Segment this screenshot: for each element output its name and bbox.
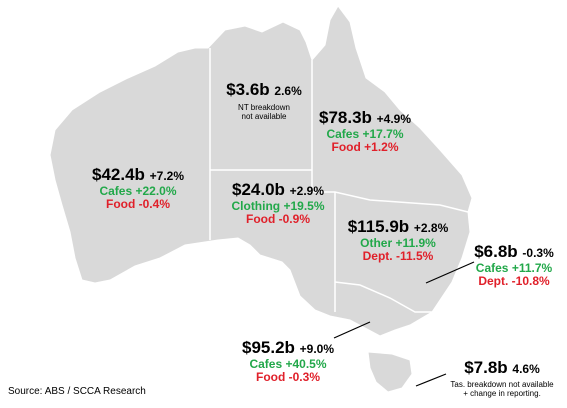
qld-total: $78.3b bbox=[318, 108, 372, 127]
nt-total: $3.6b bbox=[226, 80, 270, 99]
tas-change: 4.6% bbox=[512, 362, 540, 376]
vic-total-row: $95.2b +9.0% bbox=[230, 338, 346, 358]
qld-change: +4.9% bbox=[376, 112, 412, 126]
wa-total: $42.4b bbox=[91, 165, 145, 184]
region-label-nsw: $115.9b +2.8% Other +11.9% Dept. -11.5% bbox=[338, 217, 458, 264]
region-label-act: $6.8b -0.3% Cafes +11.7% Dept. -10.8% bbox=[466, 242, 562, 289]
tas-note-1: Tas. breakdown not available bbox=[450, 379, 554, 389]
region-label-wa: $42.4b +7.2% Cafes +22.0% Food -0.4% bbox=[78, 165, 198, 212]
wa-total-row: $42.4b +7.2% bbox=[78, 165, 198, 185]
region-label-vic: $95.2b +9.0% Cafes +40.5% Food -0.3% bbox=[230, 338, 346, 385]
wa-line-2: Food -0.4% bbox=[105, 197, 170, 212]
act-line-2: Dept. -10.8% bbox=[478, 274, 550, 289]
vic-change: +9.0% bbox=[299, 342, 335, 356]
act-line-1: Cafes +11.7% bbox=[475, 260, 553, 275]
region-label-tas: $7.8b 4.6% Tas. breakdown not available … bbox=[443, 358, 561, 399]
source-note: Source: ABS / SCCA Research bbox=[8, 386, 146, 397]
region-label-sa: $24.0b +2.9% Clothing +19.5% Food -0.9% bbox=[215, 180, 341, 227]
act-change: -0.3% bbox=[522, 246, 554, 260]
leader-tas bbox=[415, 373, 447, 387]
qld-total-row: $78.3b +4.9% bbox=[305, 108, 425, 128]
qld-line-2: Food +1.2% bbox=[331, 140, 399, 155]
sa-line-1: Clothing +19.5% bbox=[231, 198, 325, 213]
wa-line-1: Cafes +22.0% bbox=[99, 183, 177, 198]
nt-change: 2.6% bbox=[274, 84, 302, 98]
border-nsw-vic bbox=[334, 281, 432, 313]
nsw-change: +2.8% bbox=[413, 221, 449, 235]
sa-change: +2.9% bbox=[289, 184, 325, 198]
vic-line-2: Food -0.3% bbox=[255, 370, 320, 385]
leader-act bbox=[425, 261, 475, 284]
nsw-line-1: Other +11.9% bbox=[360, 235, 436, 250]
nsw-total: $115.9b bbox=[347, 217, 410, 236]
border-qld-nsw bbox=[312, 191, 469, 213]
region-label-qld: $78.3b +4.9% Cafes +17.7% Food +1.2% bbox=[305, 108, 425, 155]
nsw-line-2: Dept. -11.5% bbox=[362, 249, 434, 264]
nt-note-2: not available bbox=[241, 112, 287, 122]
nt-total-row: $3.6b 2.6% bbox=[212, 80, 316, 100]
wa-change: +7.2% bbox=[149, 169, 185, 183]
qld-line-1: Cafes +17.7% bbox=[326, 126, 404, 141]
sa-total: $24.0b bbox=[231, 180, 285, 199]
nsw-total-row: $115.9b +2.8% bbox=[338, 217, 458, 237]
leader-lines bbox=[333, 261, 475, 387]
tas-total-row: $7.8b 4.6% bbox=[443, 358, 561, 378]
sa-line-2: Food -0.9% bbox=[245, 212, 310, 227]
act-total-row: $6.8b -0.3% bbox=[466, 242, 562, 262]
mainland-shape bbox=[49, 5, 473, 337]
state-borders bbox=[209, 48, 469, 313]
sa-total-row: $24.0b +2.9% bbox=[215, 180, 341, 200]
vic-total: $95.2b bbox=[241, 338, 295, 357]
tasmania-shape bbox=[367, 351, 413, 393]
vic-line-1: Cafes +40.5% bbox=[249, 356, 327, 371]
region-label-nt: $3.6b 2.6% NT breakdown not available bbox=[212, 80, 316, 122]
tas-total: $7.8b bbox=[464, 358, 508, 377]
act-total: $6.8b bbox=[474, 242, 518, 261]
leader-vic bbox=[333, 321, 371, 339]
tas-note-2: + change in reporting. bbox=[463, 389, 541, 399]
nt-note-1: NT breakdown bbox=[238, 102, 290, 112]
